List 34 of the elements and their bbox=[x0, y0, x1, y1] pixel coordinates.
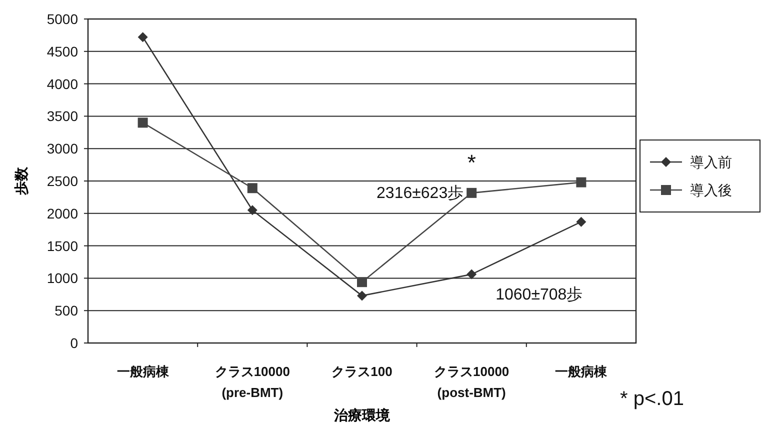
y-tick-label: 4000 bbox=[46, 76, 78, 92]
legend-label: 導入前 bbox=[690, 154, 732, 170]
y-tick-label: 3500 bbox=[46, 108, 78, 124]
annotation: 2316±623歩 bbox=[376, 184, 464, 202]
y-tick-label: 5000 bbox=[46, 11, 78, 27]
x-tick-label: クラス10000 (post-BMT) bbox=[434, 364, 510, 400]
y-tick-label: 3000 bbox=[46, 140, 78, 157]
point bbox=[576, 177, 586, 188]
y-tick-label: 2000 bbox=[46, 205, 78, 222]
annotation: * bbox=[467, 150, 476, 175]
x-tick-label: 一般病棟 bbox=[116, 364, 170, 379]
y-tick-label: 0 bbox=[70, 335, 78, 351]
point bbox=[357, 290, 367, 301]
legend-label: 導入後 bbox=[690, 182, 732, 198]
y-tick-label: 1500 bbox=[46, 238, 78, 254]
point bbox=[247, 183, 258, 194]
text: * p<.01 bbox=[620, 388, 684, 410]
x-tick-label: クラス100 bbox=[332, 364, 392, 379]
y-tick-label: 2500 bbox=[46, 173, 78, 189]
x-axis-title: 治療環境 bbox=[333, 407, 391, 423]
y-axis-title: 歩数 bbox=[13, 166, 29, 196]
point bbox=[466, 269, 477, 280]
point bbox=[138, 118, 148, 128]
point bbox=[357, 277, 367, 288]
y-tick-label: 4500 bbox=[46, 43, 78, 60]
point bbox=[466, 188, 477, 198]
y-tick-label: 500 bbox=[54, 302, 78, 319]
x-tick-label: 一般病棟 bbox=[555, 364, 608, 379]
point bbox=[138, 32, 148, 42]
annotation: 1060±708歩 bbox=[496, 285, 583, 304]
x-tick-label: クラス10000 (pre-BMT) bbox=[214, 364, 290, 400]
y-tick-label: 1000 bbox=[46, 270, 78, 286]
point bbox=[576, 216, 586, 227]
point bbox=[247, 205, 258, 216]
